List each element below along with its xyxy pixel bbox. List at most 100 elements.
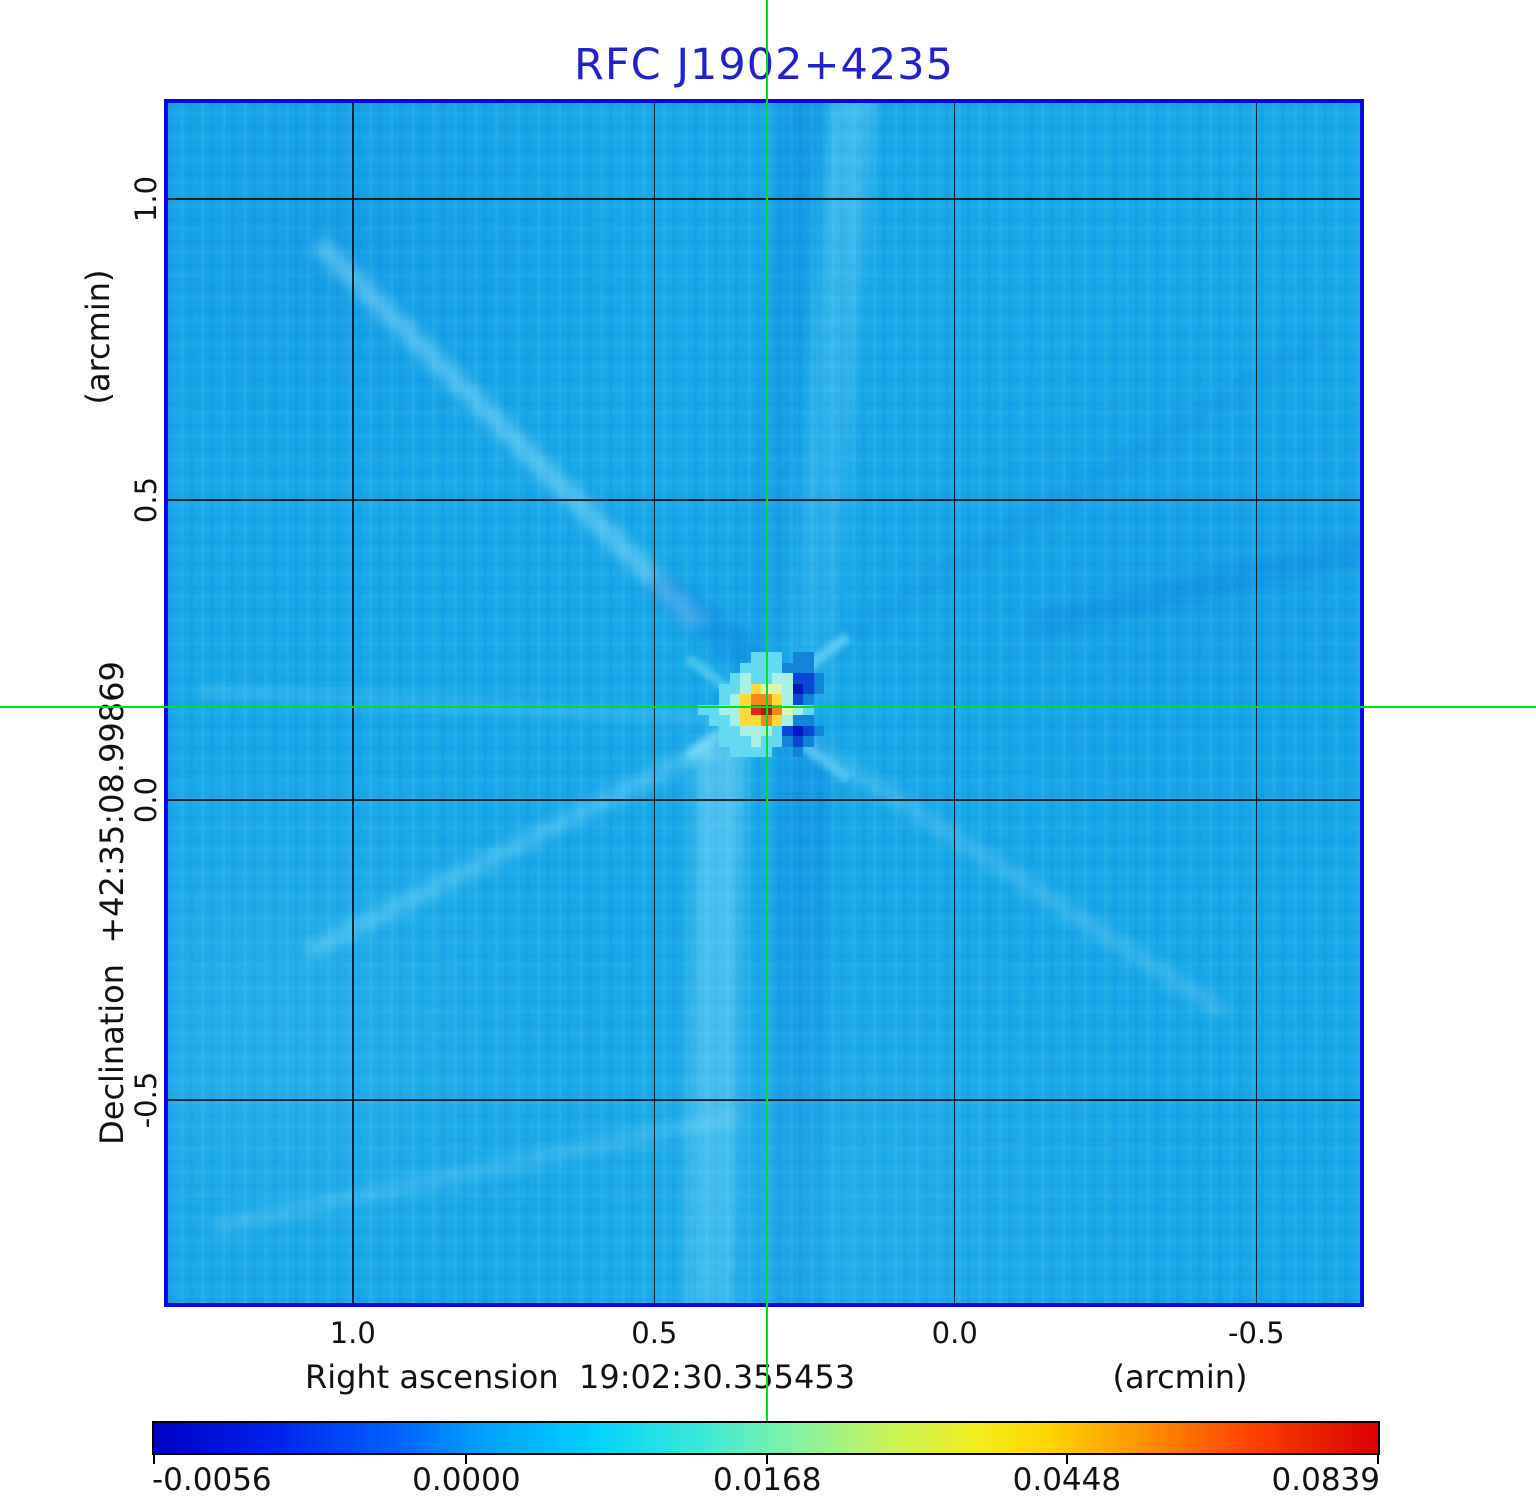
- radio-source: [698, 652, 845, 757]
- source-pixel: [803, 736, 814, 747]
- source-pixel: [782, 725, 793, 736]
- source-pixel: [792, 715, 803, 726]
- source-pixel: [729, 694, 740, 705]
- colorbar-label: 0.0000: [412, 1462, 521, 1498]
- source-pixel: [750, 683, 761, 694]
- y-tick-label: -0.5: [129, 1071, 163, 1129]
- gridline-horizontal: [168, 198, 1360, 200]
- sidelobe-streak: [310, 235, 707, 632]
- colorbar-tick: [465, 1455, 468, 1464]
- source-pixel: [803, 683, 814, 694]
- source-pixel: [771, 715, 782, 726]
- gridline-vertical: [1255, 103, 1258, 1303]
- x-tick-label: -0.5: [1227, 1316, 1285, 1350]
- source-pixel: [782, 704, 793, 715]
- source-pixel: [740, 746, 751, 757]
- x-tick-label: 0.0: [931, 1316, 978, 1350]
- source-pixel: [771, 736, 782, 747]
- source-pixel: [750, 746, 761, 757]
- source-pixel: [729, 683, 740, 694]
- source-pixel: [803, 725, 814, 736]
- sidelobe-streak: [303, 730, 731, 961]
- source-pixel: [771, 725, 782, 736]
- colorbar-tick: [153, 1455, 156, 1464]
- x-tick-label: 1.0: [329, 1316, 376, 1350]
- source-pixel: [803, 673, 814, 684]
- gridline-horizontal: [168, 499, 1360, 501]
- source-pixel: [771, 694, 782, 705]
- source-pixel: [740, 683, 751, 694]
- source-pixel: [782, 683, 793, 694]
- source-pixel: [719, 725, 730, 736]
- source-pixel: [740, 704, 751, 715]
- source-pixel: [771, 683, 782, 694]
- colorbar: [152, 1421, 1380, 1455]
- source-pixel: [729, 673, 740, 684]
- source-pixel: [792, 736, 803, 747]
- source-pixel: [771, 652, 782, 663]
- source-pixel: [782, 715, 793, 726]
- plot-title: RFC J1902+4235: [574, 40, 954, 90]
- colorbar-tick: [1065, 1455, 1068, 1464]
- y-axis-label: Declination +42:35:08.99869: [93, 661, 131, 1145]
- source-pixel: [771, 673, 782, 684]
- source-pixel: [803, 652, 814, 663]
- source-pixel: [740, 673, 751, 684]
- source-pixel: [729, 715, 740, 726]
- source-pixel: [740, 662, 751, 673]
- gridline-vertical: [352, 103, 354, 1303]
- source-pixel: [813, 673, 824, 684]
- sidelobe-streak: [768, 742, 832, 1303]
- sidelobe-streak: [684, 742, 746, 1303]
- source-pixel: [708, 704, 719, 715]
- source-pixel: [771, 662, 782, 673]
- source-pixel: [750, 725, 761, 736]
- y-axis-unit-label: (arcmin): [79, 269, 117, 405]
- source-pixel: [719, 683, 730, 694]
- source-pixel: [782, 694, 793, 705]
- source-pixel: [740, 694, 751, 705]
- source-pixel: [792, 746, 803, 757]
- source-pixel: [708, 715, 719, 726]
- source-pixel: [729, 736, 740, 747]
- crosshair-vertical-line: [766, 0, 768, 1421]
- source-pixel: [803, 704, 814, 715]
- source-pixel: [719, 736, 730, 747]
- source-pixel: [729, 704, 740, 715]
- sidelobe-streak: [783, 722, 1229, 1019]
- source-pixel: [792, 673, 803, 684]
- source-pixel: [698, 704, 709, 715]
- source-pixel: [792, 683, 803, 694]
- x-tick-label: 0.5: [631, 1316, 678, 1350]
- source-pixel: [740, 715, 751, 726]
- source-pixel: [719, 715, 730, 726]
- colorbar-label: -0.0056: [152, 1462, 272, 1498]
- source-pixel: [729, 746, 740, 757]
- y-tick-label: 1.0: [129, 175, 163, 223]
- source-pixel: [750, 652, 761, 663]
- source-pixel: [750, 662, 761, 673]
- x-axis-label: Right ascension 19:02:30.355453: [304, 1358, 856, 1396]
- source-pixel: [803, 662, 814, 673]
- y-tick-label: 0.5: [129, 477, 163, 524]
- source-pixel: [750, 694, 761, 705]
- source-pixel: [782, 662, 793, 673]
- source-pixel: [719, 694, 730, 705]
- y-tick-label: 0.0: [129, 777, 163, 824]
- gridline-vertical: [653, 103, 656, 1303]
- colorbar-label: 0.0839: [1271, 1462, 1380, 1498]
- x-axis-unit-label: (arcmin): [1112, 1358, 1248, 1396]
- source-pixel: [803, 715, 814, 726]
- source-pixel: [792, 725, 803, 736]
- gridline-horizontal: [168, 799, 1360, 801]
- colorbar-tick: [1376, 1455, 1379, 1464]
- sky-map: [164, 99, 1364, 1307]
- source-pixel: [750, 736, 761, 747]
- source-pixel: [792, 704, 803, 715]
- source-pixel: [750, 704, 761, 715]
- source-pixel: [782, 736, 793, 747]
- source-pixel: [803, 694, 814, 705]
- source-pixel: [740, 736, 751, 747]
- source-pixel: [771, 704, 782, 715]
